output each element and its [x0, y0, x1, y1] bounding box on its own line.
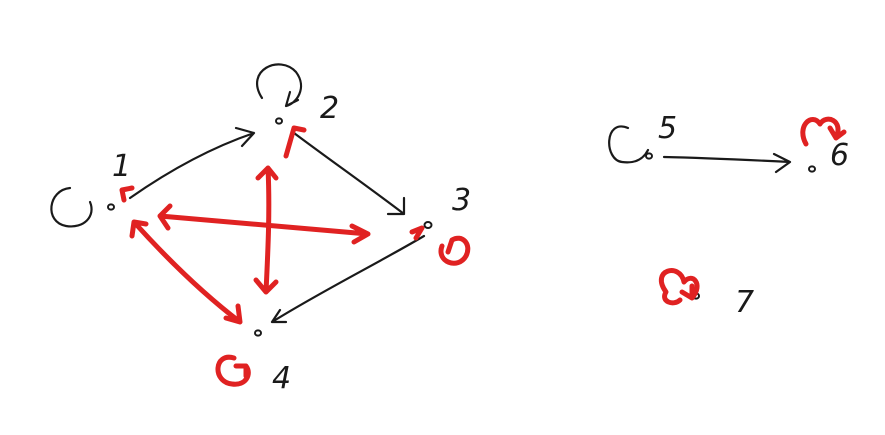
edge-2-to-3 — [292, 131, 406, 216]
edge-red-hook-2 — [283, 125, 307, 159]
node-3-label: 3 — [452, 183, 471, 218]
edge-red-2-to-1 — [119, 185, 135, 203]
node-5-label: 5 — [658, 111, 677, 146]
edge-1-to-2 — [128, 126, 256, 200]
node-5-dot — [645, 152, 653, 160]
loop-node-2 — [255, 63, 303, 108]
edge-red-1-3 — [157, 203, 371, 245]
edge-3-to-4 — [270, 234, 426, 324]
loop-node-5 — [608, 125, 650, 164]
node-2-dot — [275, 117, 283, 125]
node-4-dot — [254, 329, 262, 337]
node-6-label: 6 — [830, 138, 849, 173]
node-1-label: 1 — [112, 149, 131, 184]
node-7-label: 7 — [735, 285, 754, 320]
edge-5-to-6 — [662, 152, 792, 174]
loop-node-3 — [409, 225, 471, 266]
edge-red-2-4 — [253, 165, 279, 295]
node-4-label: 4 — [272, 361, 291, 396]
node-2-label: 2 — [320, 91, 339, 126]
loop-node-4 — [215, 354, 251, 387]
loop-node-6 — [800, 116, 847, 147]
edge-red-1-4 — [129, 219, 243, 325]
node-1-dot — [107, 203, 115, 211]
loop-node-1 — [50, 186, 93, 228]
node-6-dot — [808, 165, 816, 173]
loop-node-7 — [658, 268, 700, 306]
node-3-dot — [423, 221, 433, 229]
